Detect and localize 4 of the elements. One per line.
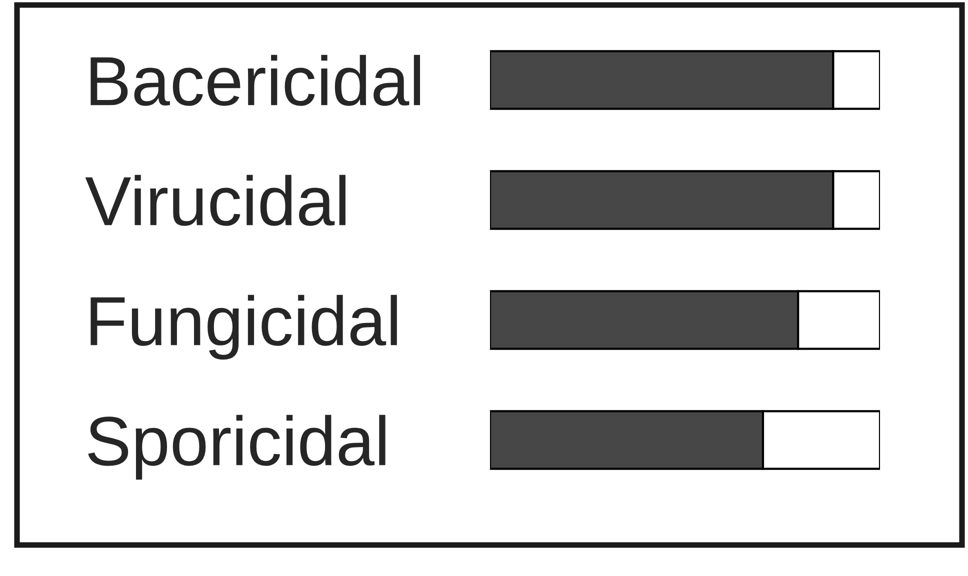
y-tick-label: Fungicidal — [90, 294, 397, 360]
y-tick-label: Virucidal — [85, 174, 346, 226]
y-tick-label: Sporicidal — [88, 414, 386, 480]
y-tick-label: Bacericidal — [90, 54, 420, 106]
